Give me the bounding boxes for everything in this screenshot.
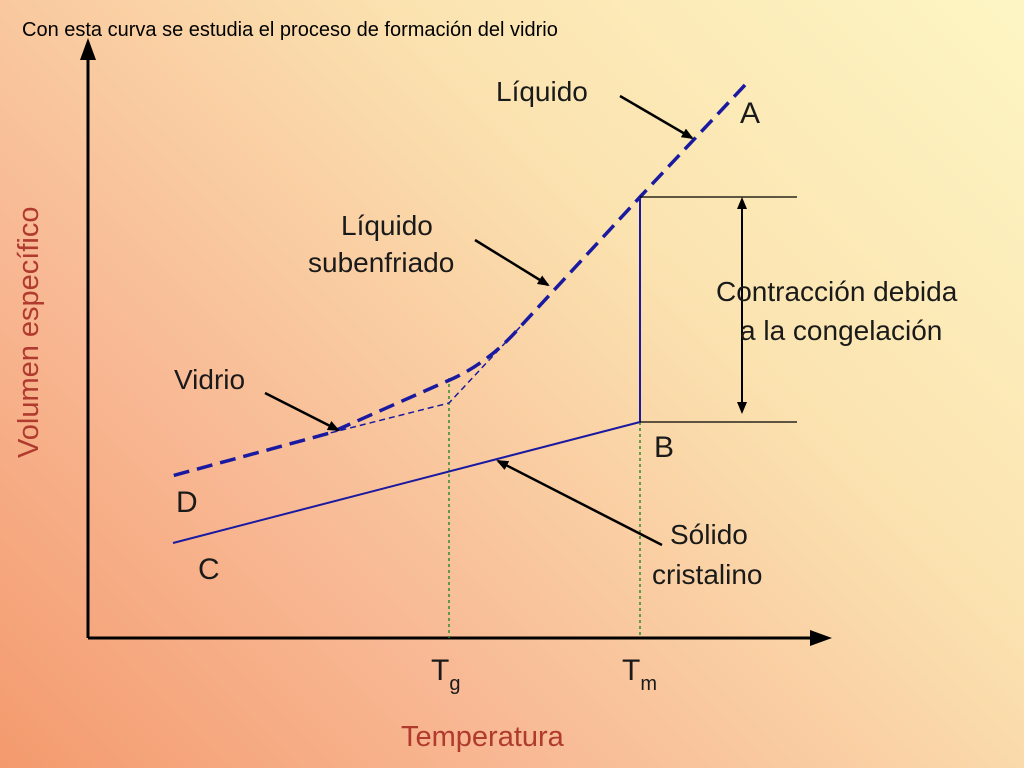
tg-tick-label: Tg <box>431 654 460 695</box>
point-d-label: D <box>176 486 198 519</box>
slide-caption: Con esta curva se estudia el proceso de … <box>22 19 558 41</box>
solido-label-line1: Sólido <box>670 519 748 550</box>
point-b-label: B <box>654 431 674 464</box>
y-axis-arrowhead <box>80 38 96 60</box>
solid-crystalline-line <box>172 421 641 544</box>
tm-tick-label: Tm <box>622 654 657 695</box>
solido-arrow <box>496 459 663 547</box>
solido-label-line2: cristalino <box>652 559 762 590</box>
x-axis-arrowhead <box>810 630 832 646</box>
x-axis-title: Temperatura <box>401 721 565 753</box>
vidrio-label: Vidrio <box>174 364 245 395</box>
subenfriado-label-line2: subenfriado <box>308 247 454 278</box>
point-c-label: C <box>198 553 220 586</box>
vidrio-arrow <box>264 391 340 432</box>
liquido-arrow <box>619 94 694 140</box>
point-a-label: A <box>740 97 760 130</box>
subenfriado-label-line1: Líquido <box>341 210 433 241</box>
contraccion-label-line2: a la congelación <box>740 315 942 346</box>
y-axis-title: Volumen específico <box>13 207 45 458</box>
contraccion-label-line1: Contracción debida <box>716 276 958 307</box>
liquid-curve <box>167 83 747 479</box>
liquido-label: Líquido <box>496 76 588 107</box>
glass-extrapolation-curve <box>329 326 521 434</box>
subenfriado-arrow <box>474 238 550 287</box>
